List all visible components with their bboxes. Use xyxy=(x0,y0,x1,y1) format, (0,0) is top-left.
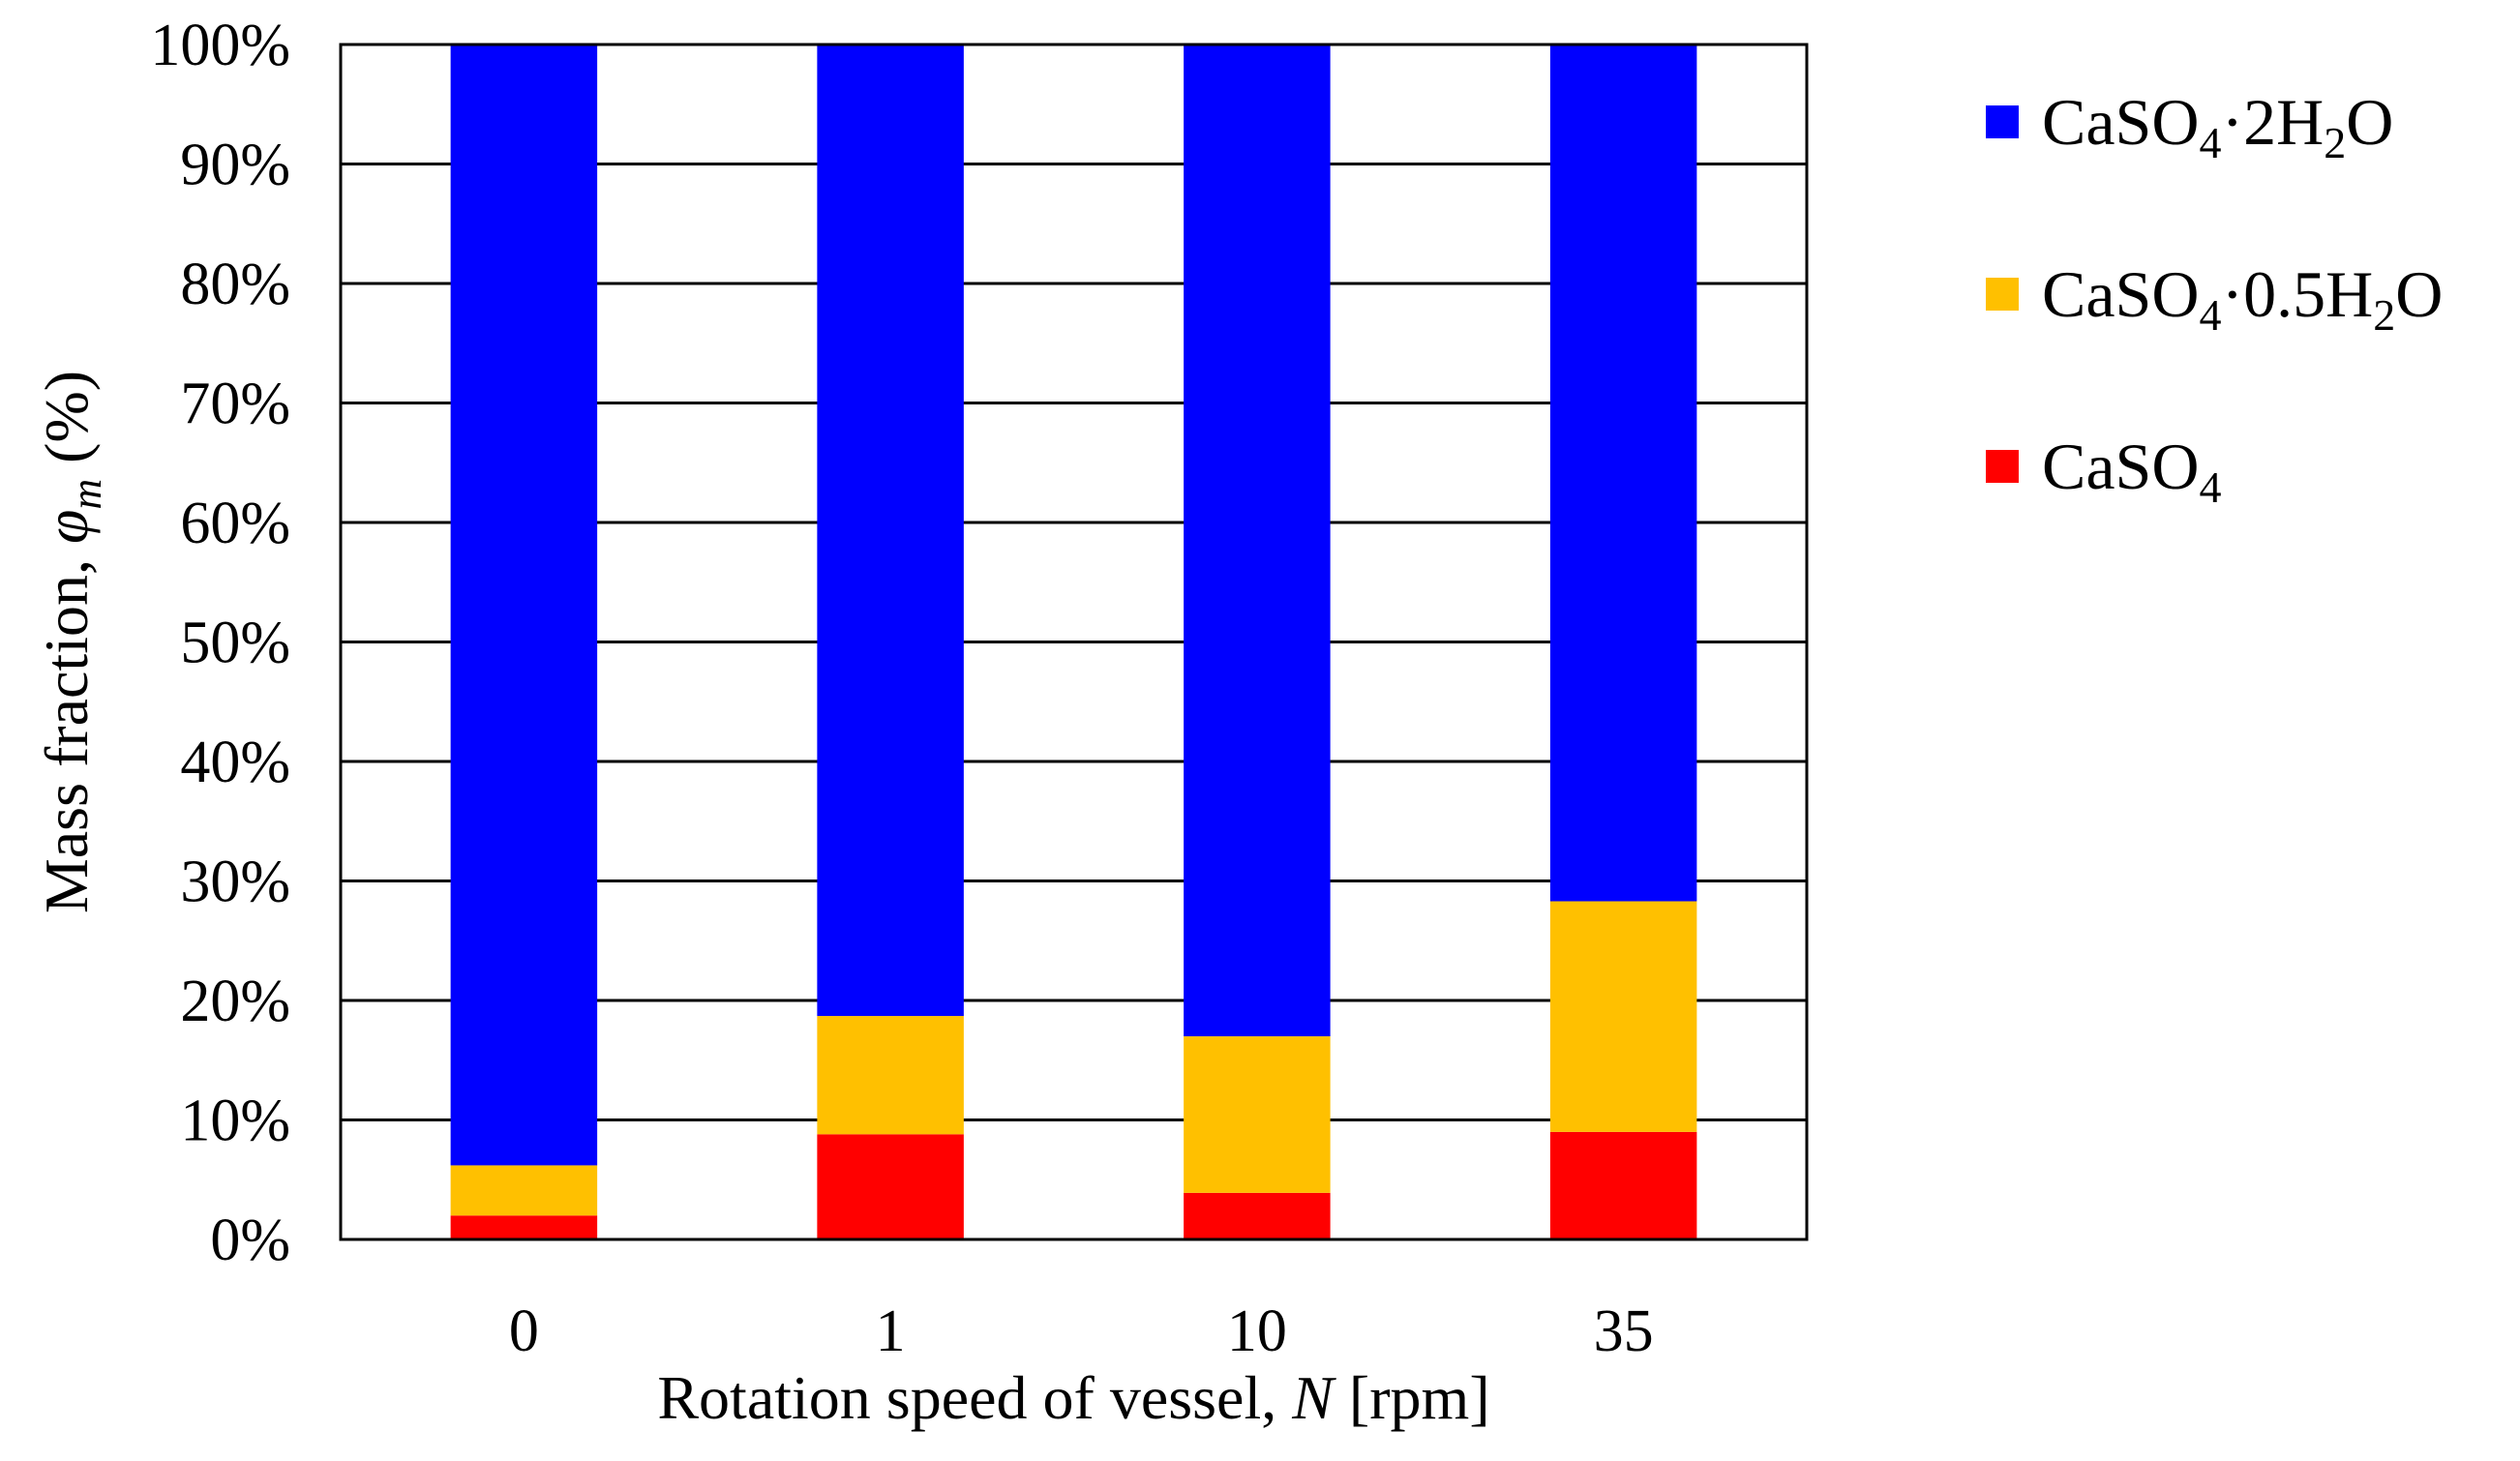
bar-segment xyxy=(1184,1192,1331,1239)
legend-label: CaSO4 xyxy=(2042,430,2221,512)
x-tick-label: 35 xyxy=(1594,1298,1654,1364)
y-tick-label: 20% xyxy=(180,969,290,1034)
legend-swatch xyxy=(1986,450,2019,483)
bar-segment xyxy=(817,1016,964,1135)
bars xyxy=(450,45,1697,1239)
y-tick-label: 40% xyxy=(180,730,290,795)
x-tick-label: 10 xyxy=(1227,1298,1287,1364)
y-tick-label: 70% xyxy=(180,372,290,437)
legend-label: CaSO4·2H2O xyxy=(2042,85,2393,167)
x-tick-labels: 0 1 10 35 xyxy=(509,1298,1654,1364)
y-tick-label: 80% xyxy=(180,252,290,317)
bar-segment xyxy=(450,1215,598,1239)
x-axis-title: Rotation speed of vessel, N [rpm] xyxy=(657,1363,1489,1432)
legend-swatch xyxy=(1986,278,2019,311)
bar-segment xyxy=(1184,45,1331,1037)
legend-swatch xyxy=(1986,105,2019,138)
y-tick-label: 0% xyxy=(210,1208,290,1273)
bar-segment xyxy=(817,1134,964,1239)
bar-segment xyxy=(817,45,964,1017)
y-tick-label: 10% xyxy=(180,1088,290,1154)
y-tick-label: 30% xyxy=(180,850,290,915)
y-tick-labels: 0% 10% 20% 30% 40% 50% 60% 70% 80% 90% 100% xyxy=(150,13,290,1273)
bar-segment xyxy=(1184,1036,1331,1193)
y-tick-label: 90% xyxy=(180,133,290,198)
bar-segment xyxy=(1549,901,1697,1132)
x-tick-label: 0 xyxy=(509,1298,539,1364)
y-axis-title: Mass fraction, φm (%) xyxy=(32,371,110,913)
legend: CaSO4·2H2O CaSO4·0.5H2O CaSO4 xyxy=(1986,85,2443,512)
legend-label: CaSO4·0.5H2O xyxy=(2042,257,2443,340)
bar-segment xyxy=(1549,45,1697,902)
y-tick-label: 50% xyxy=(180,611,290,676)
y-tick-label: 100% xyxy=(150,13,290,78)
bar-segment xyxy=(450,1165,598,1216)
bar-segment xyxy=(450,45,598,1166)
bar-segment xyxy=(1549,1131,1697,1239)
y-tick-label: 60% xyxy=(180,491,290,556)
x-tick-label: 1 xyxy=(876,1298,906,1364)
plot-frame xyxy=(339,43,1809,1241)
